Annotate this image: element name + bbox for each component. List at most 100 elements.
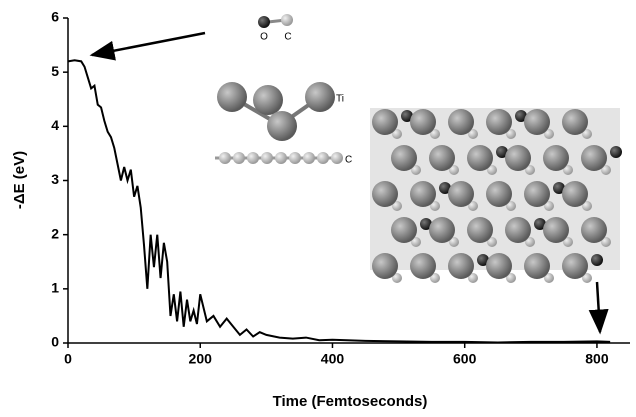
atom-label: C [345, 155, 352, 166]
atom [305, 82, 335, 112]
atom [430, 201, 440, 211]
atom [581, 217, 607, 243]
atom [563, 237, 573, 247]
atom [515, 110, 527, 122]
atom [562, 181, 588, 207]
atom [553, 182, 565, 194]
atom [392, 201, 402, 211]
atom [391, 145, 417, 171]
atom [496, 146, 508, 158]
atom [468, 129, 478, 139]
atom [275, 152, 287, 164]
atom [410, 181, 436, 207]
atom [439, 182, 451, 194]
atom [525, 165, 535, 175]
atom [281, 14, 293, 26]
x-tick-label: 0 [64, 351, 72, 367]
atom [267, 111, 297, 141]
atom [401, 110, 413, 122]
atom [563, 165, 573, 175]
atom [486, 253, 512, 279]
atom [217, 82, 247, 112]
atom [544, 201, 554, 211]
atom [582, 201, 592, 211]
y-tick-label: 2 [51, 225, 59, 241]
y-tick-label: 0 [51, 334, 59, 350]
atom [372, 109, 398, 135]
atom [524, 253, 550, 279]
x-tick-label: 400 [321, 351, 345, 367]
atom [544, 129, 554, 139]
atom [582, 273, 592, 283]
atom [562, 109, 588, 135]
atom [372, 253, 398, 279]
atom [543, 217, 569, 243]
atom [562, 253, 588, 279]
x-axis-label: Time (Femtoseconds) [273, 393, 428, 410]
atom [543, 145, 569, 171]
y-tick-label: 4 [51, 117, 59, 133]
atom [591, 254, 603, 266]
atom [449, 165, 459, 175]
atom [331, 152, 343, 164]
arrow [89, 31, 206, 61]
atom [477, 254, 489, 266]
atom [468, 273, 478, 283]
atom [411, 165, 421, 175]
atom [505, 145, 531, 171]
atom [429, 217, 455, 243]
atom [430, 129, 440, 139]
atom [420, 218, 432, 230]
atom [601, 237, 611, 247]
atom [610, 146, 622, 158]
atom [430, 273, 440, 283]
atom [391, 217, 417, 243]
data-line [67, 59, 611, 344]
arrow [588, 281, 609, 335]
atom [247, 152, 259, 164]
atom [506, 201, 516, 211]
atom [506, 273, 516, 283]
atom [506, 129, 516, 139]
atom [525, 237, 535, 247]
atom [253, 85, 283, 115]
atom [544, 273, 554, 283]
atom-label: Ti [336, 94, 344, 105]
atom [448, 181, 474, 207]
x-tick-label: 600 [453, 351, 477, 367]
atom [449, 237, 459, 247]
atom [219, 152, 231, 164]
atom [505, 217, 531, 243]
atom [467, 217, 493, 243]
atom [317, 152, 329, 164]
atom [448, 109, 474, 135]
atom-label: O [260, 32, 268, 43]
molecule-insets [89, 14, 622, 335]
atom [429, 145, 455, 171]
atom [487, 165, 497, 175]
atom [261, 152, 273, 164]
atom [303, 152, 315, 164]
atom [601, 165, 611, 175]
atom [534, 218, 546, 230]
atom [486, 181, 512, 207]
atom [233, 152, 245, 164]
x-tick-label: 800 [585, 351, 609, 367]
atom [392, 273, 402, 283]
atom [582, 129, 592, 139]
atom [410, 253, 436, 279]
atom [411, 237, 421, 247]
y-axis-label: -ΔE (eV) [11, 151, 28, 209]
atom [258, 16, 270, 28]
atom [448, 253, 474, 279]
atom [524, 109, 550, 135]
atom [524, 181, 550, 207]
y-tick-label: 3 [51, 171, 59, 187]
atom [410, 109, 436, 135]
atom [372, 181, 398, 207]
atom-label: C [284, 32, 291, 43]
y-tick-label: 5 [51, 63, 59, 79]
atom [581, 145, 607, 171]
atom [392, 129, 402, 139]
